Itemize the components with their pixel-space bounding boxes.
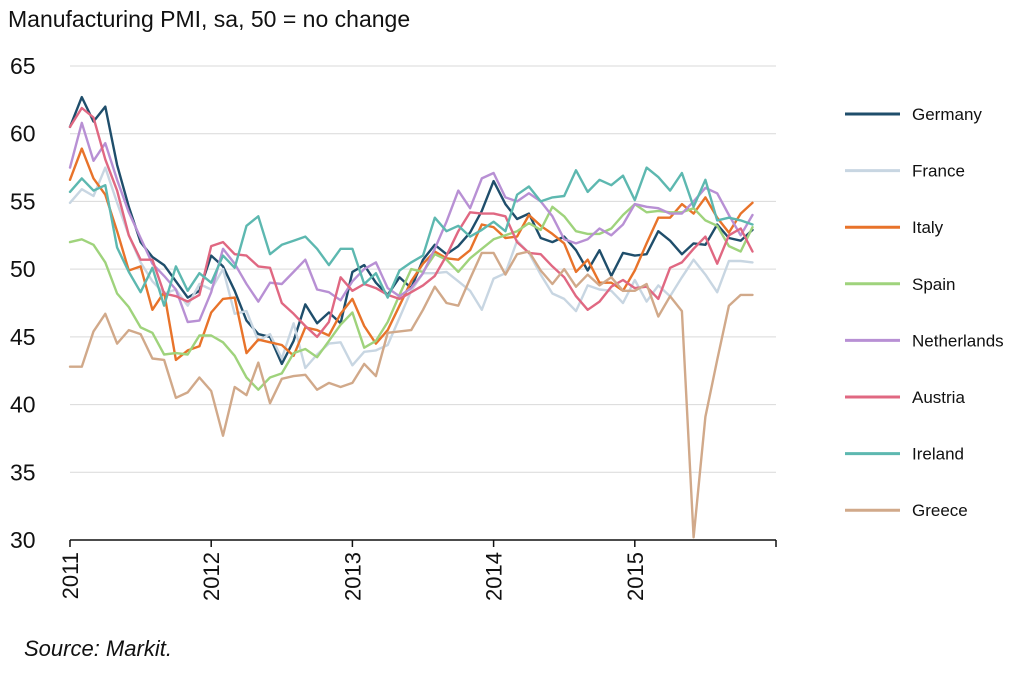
series-line-netherlands bbox=[68, 121, 754, 324]
legend-label-ireland: Ireland bbox=[912, 445, 964, 464]
grid-lines bbox=[70, 65, 776, 473]
series-line-germany bbox=[68, 95, 754, 366]
chart-source: Source: Markit. bbox=[24, 636, 172, 661]
legend-label-italy: Italy bbox=[912, 218, 944, 237]
y-tick-label-45: 45 bbox=[10, 324, 36, 350]
legend-label-spain: Spain bbox=[912, 275, 955, 294]
series-line-spain bbox=[68, 202, 754, 391]
series-lines bbox=[68, 95, 754, 539]
x-tick-label-2011: 2011 bbox=[58, 552, 83, 599]
y-tick-label-55: 55 bbox=[10, 188, 36, 214]
x-tick-label-2012: 2012 bbox=[199, 552, 224, 601]
series-line-austria bbox=[68, 106, 754, 339]
x-tick-label-2014: 2014 bbox=[482, 552, 507, 601]
legend-label-france: France bbox=[912, 162, 965, 181]
y-tick-label-30: 30 bbox=[10, 527, 36, 553]
x-tick-label-2015: 2015 bbox=[623, 552, 648, 601]
series-line-ireland bbox=[68, 166, 754, 307]
y-tick-label-50: 50 bbox=[10, 256, 36, 282]
legend-label-germany: Germany bbox=[912, 105, 982, 124]
legend: Germany France Italy Spain Netherlands Austri… bbox=[845, 105, 1004, 520]
legend-label-greece: Greece bbox=[912, 501, 968, 520]
legend-label-austria: Austria bbox=[912, 388, 965, 407]
y-tick-label-35: 35 bbox=[10, 459, 36, 485]
y-tick-label-40: 40 bbox=[10, 392, 36, 418]
y-tick-label-65: 65 bbox=[10, 53, 36, 79]
x-tick-label-2013: 2013 bbox=[340, 552, 365, 601]
y-tick-label-60: 60 bbox=[10, 121, 36, 147]
series-line-greece bbox=[68, 250, 754, 539]
chart-title: Manufacturing PMI, sa, 50 = no change bbox=[8, 6, 411, 32]
axes: 30 35 40 45 50 55 60 65 2011 2012 2013 2014 2015 bbox=[10, 53, 777, 601]
legend-label-netherlands: Netherlands bbox=[912, 331, 1004, 350]
